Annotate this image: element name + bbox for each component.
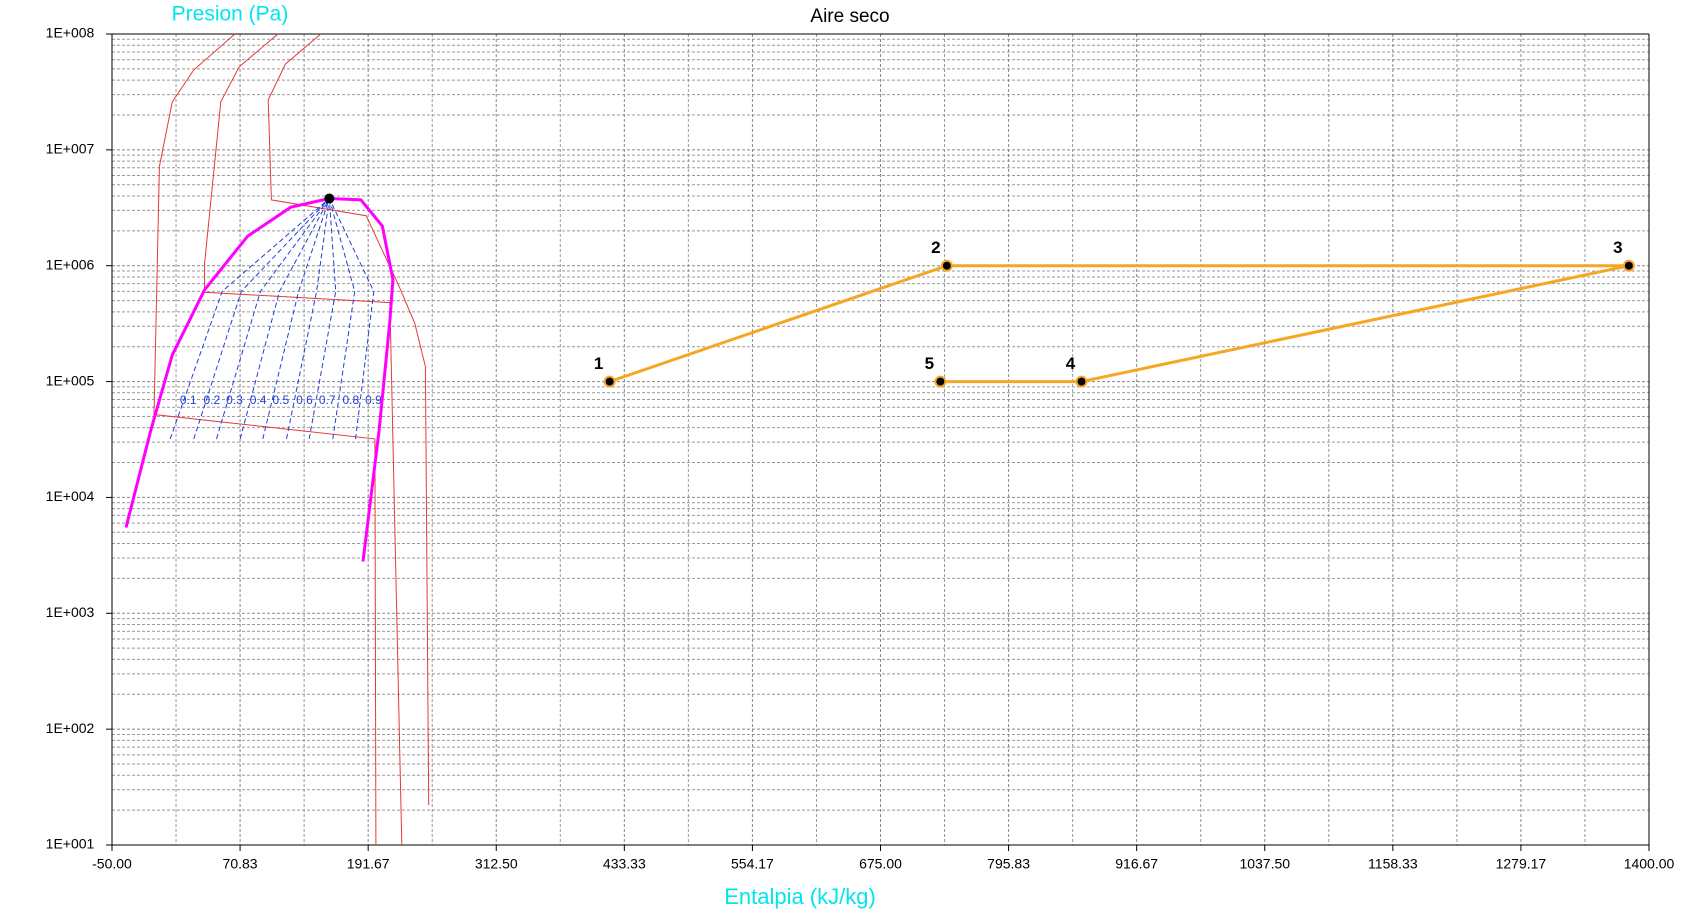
quality-line: [239, 198, 330, 440]
x-tick-label: 675.00: [859, 856, 902, 872]
quality-line: [286, 198, 330, 439]
point: [1075, 375, 1088, 388]
quality-line: [193, 198, 330, 440]
saturation-line: [329, 197, 395, 562]
cycle-line: [609, 264, 1630, 384]
x-tick-label: 191.67: [347, 856, 390, 872]
quality-label: 0.7: [319, 393, 336, 407]
quality-label: 0.6: [296, 393, 313, 407]
saturation-line: [124, 197, 330, 528]
x-tick-label: 312.50: [475, 856, 518, 872]
x-tick-label: -50.00: [92, 856, 132, 872]
x-tick-label: 554.17: [731, 856, 774, 872]
point-label: 4: [1066, 354, 1076, 373]
quality-label: 0.4: [250, 393, 267, 407]
x-tick-label: 433.33: [603, 856, 646, 872]
chart-title: Aire seco: [810, 6, 889, 27]
x-tick-label: 1400.00: [1624, 856, 1675, 872]
point-label: 1: [594, 354, 603, 373]
y-tick-label: 1E+008: [46, 25, 95, 41]
point-label: 2: [931, 238, 940, 257]
y-tick-label: 1E+007: [46, 141, 95, 157]
quality-label: 0.5: [272, 393, 289, 407]
quality-line: [308, 198, 337, 439]
isotherm-line: [153, 33, 377, 846]
y-tick-label: 1E+002: [46, 720, 95, 736]
point: [940, 259, 953, 272]
x-tick-label: 916.67: [1115, 856, 1158, 872]
x-tick-label: 70.83: [223, 856, 258, 872]
x-tick-label: 795.83: [987, 856, 1030, 872]
point-label: 5: [925, 354, 934, 373]
critical-point: [324, 193, 335, 204]
point: [603, 375, 616, 388]
y-tick-label: 1E+003: [46, 604, 95, 620]
quality-line: [216, 198, 330, 440]
x-tick-label: 1279.17: [1496, 856, 1547, 872]
quality-label: 0.8: [342, 393, 359, 407]
point: [934, 375, 947, 388]
y-tick-label: 1E+006: [46, 256, 95, 272]
y-tick-label: 1E+005: [46, 372, 95, 388]
x-tick-label: 1158.33: [1368, 856, 1418, 872]
quality-label: 0.9: [365, 393, 382, 407]
point: [1622, 259, 1635, 272]
quality-line: [169, 198, 330, 440]
point-label: 3: [1613, 238, 1622, 257]
quality-label: 0.1: [180, 393, 197, 407]
y-tick-label: 1E+001: [46, 836, 95, 852]
x-axis-label: Entalpia (kJ/kg): [724, 884, 876, 909]
y-axis-label: Presion (Pa): [172, 3, 289, 26]
quality-line: [262, 198, 330, 440]
x-tick-label: 1037.50: [1239, 856, 1290, 872]
isotherm-line: [267, 33, 430, 806]
quality-line: [328, 198, 375, 439]
y-tick-label: 1E+004: [46, 488, 95, 504]
quality-label: 0.3: [226, 393, 243, 407]
quality-line: [328, 198, 356, 439]
quality-label: 0.2: [203, 393, 220, 407]
